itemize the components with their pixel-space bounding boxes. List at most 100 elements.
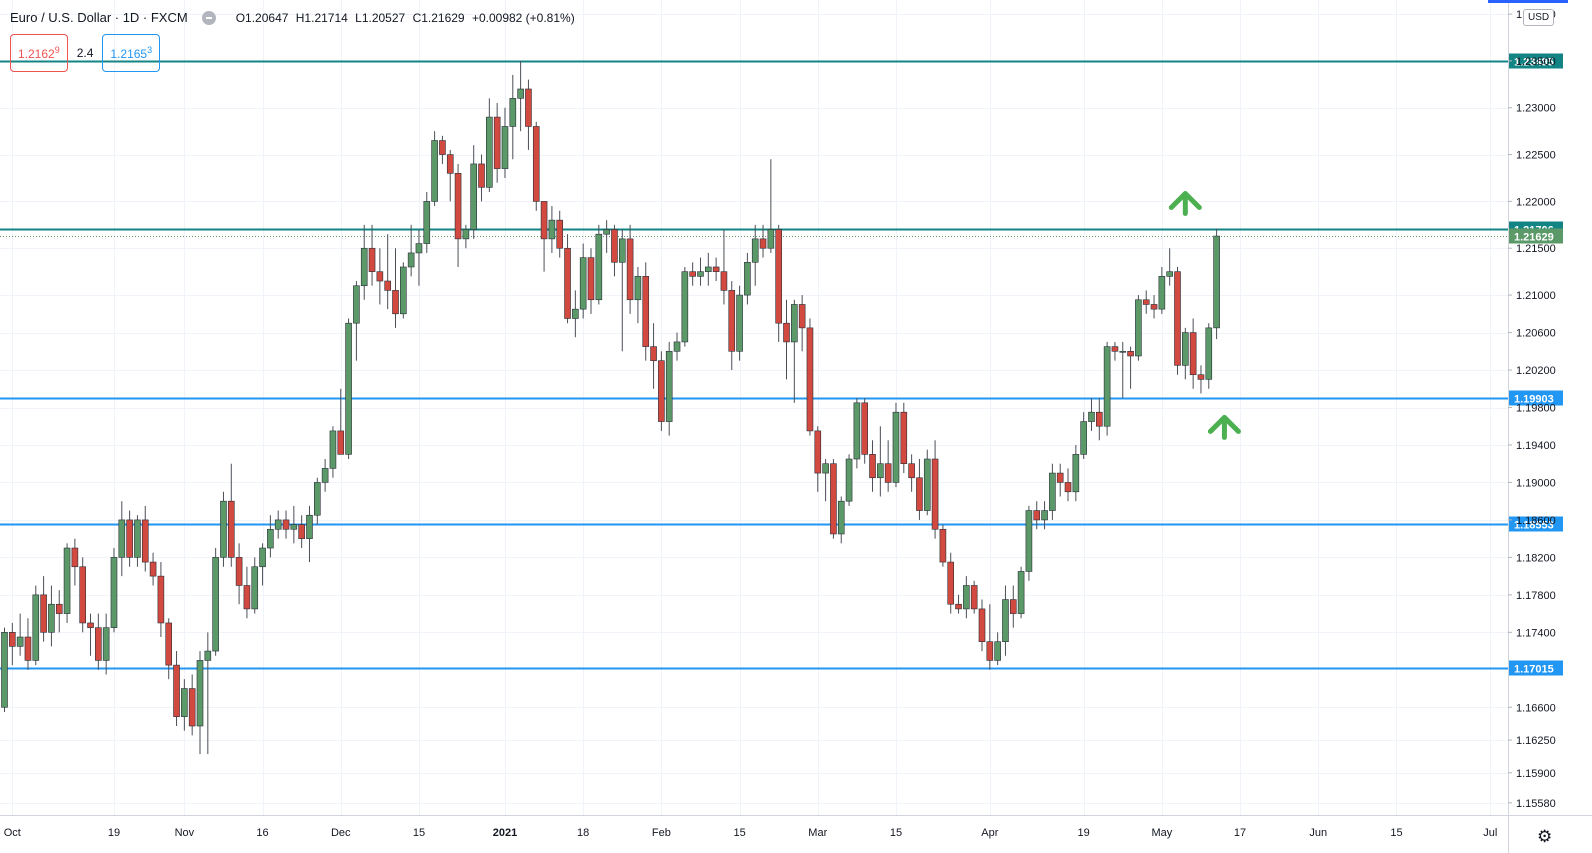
candle-body [71,547,79,568]
x-tick-label: 19 [108,827,120,839]
candle-body [220,500,227,558]
x-tick-label: Jun [1309,827,1327,839]
candle-body [110,557,118,628]
candle-body [572,308,579,319]
buy-button[interactable]: 1.21653 [102,34,161,72]
candle-body [329,430,337,469]
last-price-label: 1.21629 [1514,232,1554,244]
candle-body [24,636,32,661]
y-tick-label: 1.15580 [1516,798,1556,810]
candle-body [1111,346,1119,352]
y-tick-label: 1.20200 [1516,365,1556,377]
candle-body [1189,332,1197,376]
y-tick-label: 1.19800 [1516,403,1556,415]
x-tick-label: 15 [890,827,902,839]
candle-body [141,519,149,563]
candle-body [1119,350,1127,353]
candle-body [767,229,775,249]
candle-body [1056,472,1064,483]
gear-icon[interactable]: ⚙ [1537,827,1553,846]
candle-body [1142,299,1150,305]
y-tick-label: 1.23500 [1516,56,1556,68]
candle-body [634,276,642,301]
candle-body [837,500,845,535]
candle-body [947,561,955,605]
candle-body [517,88,524,99]
candle-body [1009,599,1017,614]
sell-button[interactable]: 1.21629 [10,34,68,72]
y-tick-label: 1.22000 [1516,196,1556,208]
candle-body [157,575,165,624]
candle-body [704,266,712,272]
candle-body [1182,332,1189,366]
candle-body [48,603,55,633]
candle-body [321,468,329,483]
candle-body [423,201,431,244]
candle-body [845,458,853,502]
candle-body [681,271,689,343]
candle-body [650,346,657,361]
currency-button[interactable]: USD [1523,9,1555,26]
x-tick-label: 19 [1078,827,1090,839]
candle-body [720,271,728,291]
candle-body [9,632,16,647]
candle-body [900,411,908,465]
candle-body [642,276,650,347]
level-label-bg [1509,53,1563,69]
y-tick-label: 1.15900 [1516,768,1556,780]
candle-body [251,566,259,610]
candle-body [814,430,822,474]
candle-body [509,98,517,127]
candle-body [1017,571,1025,614]
candle-body [1033,510,1041,521]
candle-body [822,463,829,474]
x-tick-label: May [1151,827,1172,839]
candle-body [618,238,626,263]
candle-body [353,285,360,324]
candle-body [1080,421,1087,455]
candle-body [446,154,454,174]
x-tick-label: 15 [733,827,745,839]
candle-body [658,360,665,422]
x-tick-label: 18 [577,827,589,839]
candle-body [673,341,681,352]
candle-body [126,519,133,558]
candle-body [916,477,923,511]
candle-body [134,519,141,558]
candle-body [1135,299,1142,357]
candle-body [165,622,173,666]
candle-body [556,219,564,249]
arrow-annotations [1168,191,1241,440]
y-tick-label: 1.21500 [1516,243,1556,255]
candle-body [282,519,290,530]
candle-body [478,163,485,188]
candles [1,60,1220,755]
x-tick-label: Nov [175,827,195,839]
y-tick-label: 1.20600 [1516,328,1556,340]
candle-body [1127,350,1134,357]
candle-body [360,247,368,287]
x-tick-label: Jul [1483,827,1497,839]
close-value: C1.21629 [412,10,465,25]
candle-body [407,252,415,268]
candle-body [79,566,86,624]
candle-body [415,243,423,254]
candle-body [548,219,556,240]
candle-body [274,519,282,530]
y-tick-label: 1.21000 [1516,290,1556,302]
candle-body [736,294,743,352]
chart-legend-header: Euro / U.S. Dollar · 1D · FXCM O1.20647 … [10,10,579,25]
candle-body [470,163,478,230]
candle-body [540,201,548,240]
candle-body [931,458,939,530]
candle-body [923,458,931,511]
candle-body [1041,510,1048,521]
candle-body [791,304,798,343]
candle-body [1096,411,1103,427]
collapse-icon[interactable] [201,10,216,25]
candle-body [861,402,869,455]
candle-body [439,140,446,155]
candle-body [173,664,180,717]
candle-body [1072,454,1080,493]
